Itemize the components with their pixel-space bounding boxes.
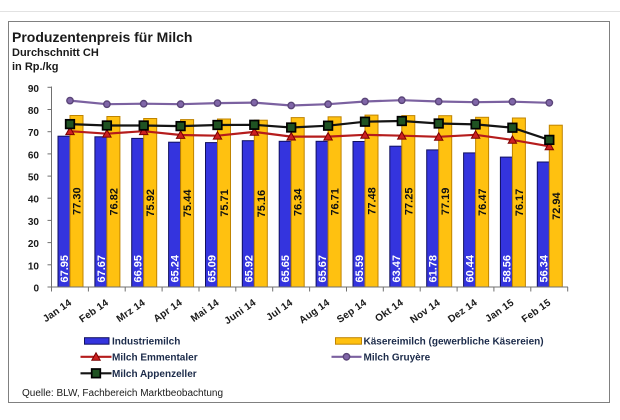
svg-text:65.67: 65.67 [317,255,329,283]
svg-text:76.47: 76.47 [477,188,489,216]
svg-text:Sep 14: Sep 14 [335,297,369,325]
svg-text:72.94: 72.94 [551,191,563,219]
svg-text:65.09: 65.09 [207,255,219,283]
svg-text:Quelle: BLW, Fachbereich Markt: Quelle: BLW, Fachbereich Marktbeobachtun… [22,388,223,399]
svg-text:77.25: 77.25 [403,188,415,216]
svg-text:Nov 14: Nov 14 [408,297,442,326]
svg-text:Käsereimilch (gewerbliche Käse: Käsereimilch (gewerbliche Käsereien) [364,337,544,348]
svg-text:77.30: 77.30 [72,187,84,215]
svg-text:Jul 14: Jul 14 [265,297,296,323]
svg-text:10: 10 [28,261,40,272]
svg-text:50: 50 [28,173,40,184]
svg-text:67.67: 67.67 [96,255,108,283]
svg-text:60: 60 [28,150,40,161]
svg-text:Industriemilch: Industriemilch [112,337,180,348]
svg-text:75.92: 75.92 [145,189,157,217]
svg-text:90: 90 [28,84,40,95]
svg-text:Milch Gruyère: Milch Gruyère [364,352,431,363]
svg-text:0: 0 [33,284,39,295]
svg-text:Apr 14: Apr 14 [152,297,185,325]
svg-text:66.95: 66.95 [133,255,145,283]
svg-text:Feb 15: Feb 15 [520,297,553,325]
svg-text:76.71: 76.71 [330,188,342,216]
svg-text:60.44: 60.44 [465,254,477,282]
svg-text:Feb 14: Feb 14 [78,297,111,325]
svg-text:Mai 14: Mai 14 [189,297,222,324]
svg-text:Jan 14: Jan 14 [41,297,74,325]
svg-text:40: 40 [28,195,40,206]
svg-text:77.19: 77.19 [440,188,452,216]
svg-text:56.34: 56.34 [538,254,550,282]
svg-text:30: 30 [28,217,40,228]
svg-text:Mrz 14: Mrz 14 [115,297,148,325]
svg-text:65.92: 65.92 [243,255,255,283]
svg-text:Milch Emmentaler: Milch Emmentaler [112,352,198,363]
svg-text:75.44: 75.44 [182,189,194,217]
svg-text:65.65: 65.65 [280,255,292,283]
svg-text:80: 80 [28,106,40,117]
svg-text:61.78: 61.78 [428,255,440,283]
svg-text:Jan 15: Jan 15 [484,297,517,325]
svg-text:77.48: 77.48 [367,187,379,215]
svg-text:75.16: 75.16 [256,190,268,218]
svg-text:70: 70 [28,128,40,139]
svg-text:20: 20 [28,239,40,250]
svg-text:67.95: 67.95 [59,255,71,283]
svg-text:63.47: 63.47 [391,255,403,283]
svg-text:65.59: 65.59 [354,255,366,283]
svg-text:76.34: 76.34 [293,188,305,216]
svg-text:Dez 14: Dez 14 [446,297,479,325]
svg-text:76.17: 76.17 [514,189,526,217]
svg-text:Okt 14: Okt 14 [373,297,406,324]
svg-text:Milch Appenzeller: Milch Appenzeller [112,369,197,380]
svg-text:65.24: 65.24 [170,254,182,282]
svg-text:Aug 14: Aug 14 [297,297,332,326]
svg-text:58.56: 58.56 [501,255,513,283]
svg-text:Juni 14: Juni 14 [223,297,259,327]
svg-text:75.71: 75.71 [219,189,231,217]
svg-text:76.82: 76.82 [108,188,120,216]
